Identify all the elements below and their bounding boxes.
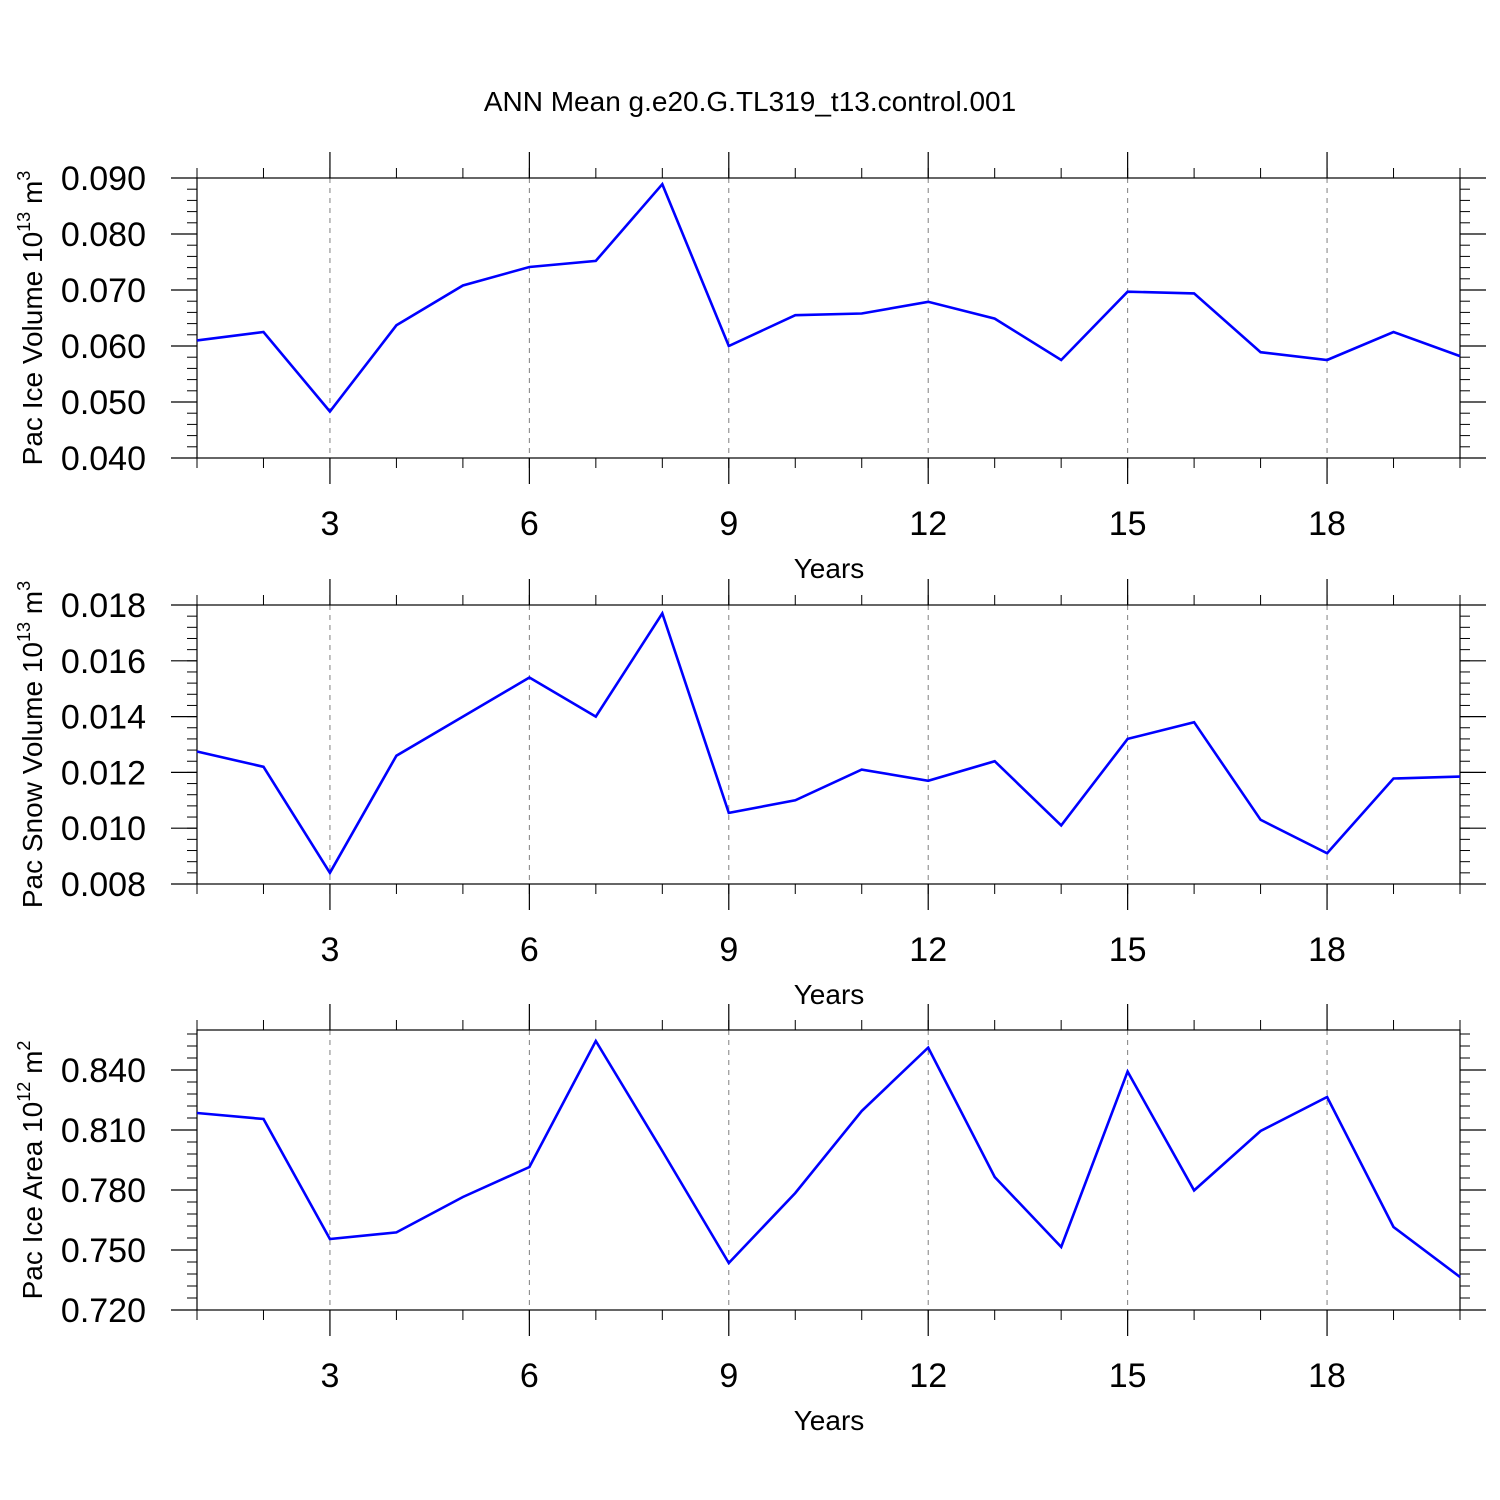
- x-tick-label: 3: [320, 1357, 339, 1395]
- chart-panel-2: 3 6 9 12 15 18 0.008 0.010 0.012 0.014 0.016 0.018 Y…: [14, 579, 1486, 1010]
- x-axis-label: Years: [794, 1405, 865, 1436]
- chart-title: ANN Mean g.e20.G.TL319_t13.control.001: [483, 86, 1017, 117]
- y-tick-label: 0.008: [61, 866, 146, 904]
- y-tick-label: 0.016: [61, 643, 146, 681]
- plot-frame: [196, 177, 1461, 459]
- y-tick-label: 0.750: [61, 1232, 146, 1270]
- y-tick-label: 0.840: [61, 1052, 146, 1090]
- x-tick-label: 18: [1308, 1357, 1346, 1395]
- plot-frame: [196, 604, 1461, 885]
- series-line: [196, 1038, 1461, 1279]
- x-tick-label: 6: [520, 931, 539, 969]
- y-tick-label: 0.090: [61, 160, 146, 198]
- x-tick-label: 9: [719, 1357, 738, 1395]
- series-line: [196, 181, 1461, 414]
- y-axis-label: Pac Ice Area 1012 m2: [14, 1041, 48, 1300]
- y-tick-label: 0.012: [61, 754, 146, 792]
- x-tick-label: 12: [909, 1357, 947, 1395]
- x-tick-label: 6: [520, 1357, 539, 1395]
- x-tick-label: 3: [320, 505, 339, 543]
- y-axis-label: Pac Ice Volume 1013 m3: [14, 171, 48, 466]
- x-tick-label: 18: [1308, 931, 1346, 969]
- y-tick-label: 0.040: [61, 440, 146, 478]
- y-tick-label: 0.080: [61, 216, 146, 254]
- y-tick-label: 0.014: [61, 699, 146, 737]
- x-tick-label: 15: [1109, 505, 1147, 543]
- chart-panel-1: 3 6 9 12 15 18 0.040 0.050 0.060 0.070 0.080 0.090 Y…: [14, 152, 1486, 584]
- x-tick-label: 9: [719, 505, 738, 543]
- y-tick-label: 0.720: [61, 1292, 146, 1330]
- chart-panel-3: 3 6 9 12 15 18 0.720 0.750 0.780 0.810 0.840 Years P…: [14, 1004, 1486, 1436]
- x-tick-label: 12: [909, 505, 947, 543]
- series-line: [196, 610, 1461, 876]
- y-tick-label: 0.018: [61, 587, 146, 625]
- x-tick-label: 18: [1308, 505, 1346, 543]
- x-axis-label: Years: [794, 553, 865, 584]
- x-tick-label: 12: [909, 931, 947, 969]
- y-tick-label: 0.070: [61, 272, 146, 310]
- y-tick-label: 0.010: [61, 810, 146, 848]
- plot-frame: [196, 1029, 1461, 1311]
- y-tick-label: 0.810: [61, 1112, 146, 1150]
- x-tick-label: 9: [719, 931, 738, 969]
- y-axis-label: Pac Snow Volume 1013 m3: [14, 581, 48, 908]
- y-tick-label: 0.060: [61, 328, 146, 366]
- x-tick-label: 3: [320, 931, 339, 969]
- x-tick-label: 15: [1109, 1357, 1147, 1395]
- x-tick-label: 6: [520, 505, 539, 543]
- y-tick-label: 0.780: [61, 1172, 146, 1210]
- x-axis-label: Years: [794, 979, 865, 1010]
- y-tick-label: 0.050: [61, 384, 146, 422]
- x-tick-label: 15: [1109, 931, 1147, 969]
